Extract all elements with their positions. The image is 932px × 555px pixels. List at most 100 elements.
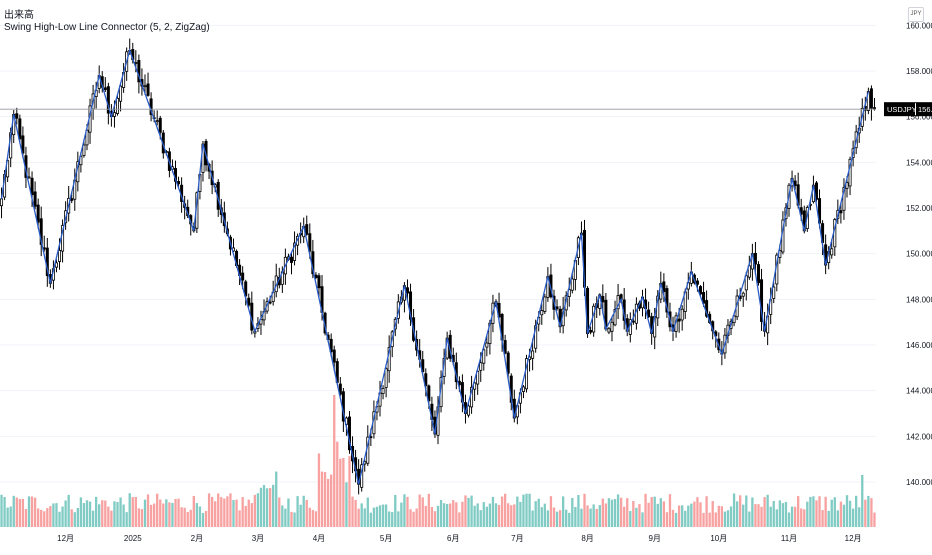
candle-body xyxy=(427,385,431,402)
candle-body xyxy=(753,252,757,265)
volume-bar xyxy=(363,508,366,527)
volume-bar xyxy=(70,509,73,527)
volume-bar xyxy=(73,512,76,527)
volume-legend[interactable]: 出来高 xyxy=(4,10,34,21)
candle-body xyxy=(503,340,507,354)
volume-bar xyxy=(522,494,525,527)
volume-bar xyxy=(378,505,382,527)
volume-bar xyxy=(207,493,211,527)
volume-bar xyxy=(757,504,760,527)
volume-bar xyxy=(177,498,180,527)
candle-body xyxy=(662,281,666,292)
volume-bar xyxy=(455,502,458,527)
volume-bar xyxy=(296,496,299,527)
candle-body xyxy=(21,135,25,154)
volume-bar xyxy=(391,512,394,527)
volume-bar xyxy=(867,495,870,527)
volume-bar xyxy=(635,507,638,527)
volume-bar xyxy=(803,509,806,527)
volume-bar xyxy=(571,497,574,527)
candle-body xyxy=(293,242,297,261)
volume-bar xyxy=(711,501,714,527)
candle-body xyxy=(424,373,428,387)
y-axis[interactable]: 140.000 142.000 144.000 146.000 148.000 150.0… xyxy=(884,21,932,487)
volume-bar xyxy=(217,493,220,527)
candle-body xyxy=(332,349,336,363)
volume-bar xyxy=(320,471,324,527)
candle-body xyxy=(305,224,309,235)
volume-bar xyxy=(583,493,586,527)
volume-bar xyxy=(345,482,348,527)
volume-bar xyxy=(88,501,92,527)
candle-body xyxy=(479,362,483,371)
volume-bar xyxy=(647,502,650,527)
volume-bar xyxy=(67,494,70,527)
volume-bar xyxy=(427,493,431,527)
volume-bar xyxy=(287,498,290,527)
volume-bar xyxy=(479,510,482,527)
candle-body xyxy=(119,85,123,102)
volume-bar xyxy=(268,488,272,527)
candle-body xyxy=(845,182,849,189)
volume-bar xyxy=(830,499,833,527)
volume-bar xyxy=(775,509,778,527)
volume-bar xyxy=(275,471,278,527)
volume-bar xyxy=(168,502,171,527)
y-tick-label: 152.000 xyxy=(906,204,932,213)
currency-badge[interactable]: JPY xyxy=(908,7,924,22)
candle-body xyxy=(103,87,107,90)
candle-body xyxy=(36,204,40,223)
volume-bar xyxy=(500,496,504,527)
volume-bar xyxy=(40,509,43,527)
volume-bar xyxy=(125,512,128,527)
volume-bar xyxy=(818,496,821,527)
candle-body xyxy=(70,198,74,201)
x-tick-label: 9月 xyxy=(648,534,660,543)
volume-bar xyxy=(766,494,769,527)
volume-bar xyxy=(561,496,565,527)
candle-body xyxy=(158,117,162,133)
volume-bar xyxy=(458,512,461,527)
volume-bar xyxy=(388,511,391,527)
volume-bar xyxy=(494,503,498,527)
volume-bar xyxy=(641,512,644,527)
volume-bar xyxy=(394,495,397,527)
volume-bar xyxy=(180,507,183,527)
volume-bar xyxy=(262,485,266,527)
volume-bar xyxy=(534,501,537,527)
volume-bar xyxy=(91,510,95,527)
volume-bar xyxy=(861,475,864,527)
volume-bar xyxy=(809,496,812,527)
volume-bar xyxy=(375,506,379,527)
volume-bar xyxy=(671,509,675,527)
volume-bar xyxy=(644,493,647,527)
x-tick-label: 7月 xyxy=(511,534,523,543)
volume-bar xyxy=(674,512,678,527)
volume-bar xyxy=(540,507,543,527)
volume-bar xyxy=(27,496,31,527)
volume-bar xyxy=(412,511,415,527)
volume-bar xyxy=(418,494,421,527)
indicator-legend: 出来高 Swing High-Low Line Connector (5, 2,… xyxy=(4,10,210,34)
volume-bar xyxy=(650,497,653,527)
volume-bar xyxy=(9,506,12,527)
volume-bar xyxy=(79,497,83,527)
volume-bar xyxy=(174,498,177,527)
volume-bar xyxy=(101,500,104,527)
x-axis[interactable]: 12月 2025 2月 3月 4月 5月 6月 7月 8月 9月 10月 11月 12月 xyxy=(57,534,861,543)
volume-bar xyxy=(384,504,388,527)
volume-bar xyxy=(366,497,369,527)
volume-bar xyxy=(558,510,562,527)
volume-bar xyxy=(659,498,662,527)
candle-body xyxy=(647,309,651,318)
price-label-symbol: USDJPY xyxy=(887,105,917,114)
volume-bar xyxy=(409,509,412,527)
volume-bar xyxy=(21,498,25,527)
volume-bar xyxy=(265,488,269,527)
volume-bar xyxy=(165,499,168,527)
volume-bar xyxy=(290,511,293,527)
zigzag-legend[interactable]: Swing High-Low Line Connector (5, 2, Zig… xyxy=(4,22,210,33)
